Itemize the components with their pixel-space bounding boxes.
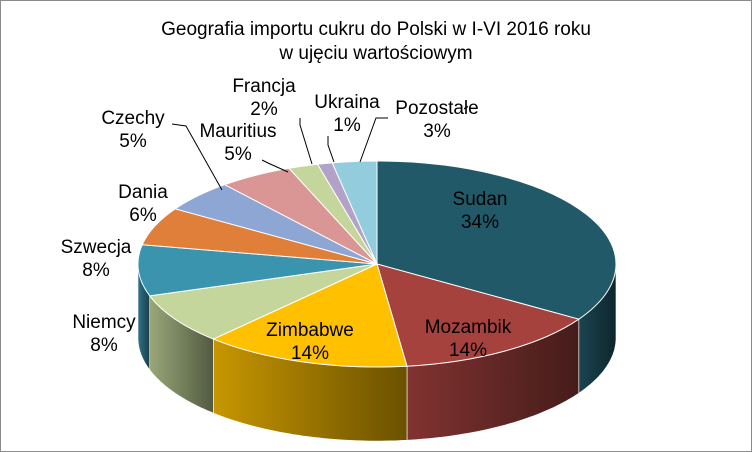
leader-line-czechy (171, 123, 223, 191)
data-label-name: Pozostałe (395, 98, 478, 119)
pie-slice-niemcy (148, 263, 378, 340)
data-label-percent: 8% (90, 335, 118, 356)
pie-slice-szwecja (137, 244, 378, 297)
data-label-percent: 2% (250, 99, 278, 120)
chart-title-line-2: w ujęciu wartościowym (279, 43, 473, 64)
data-label-percent: 3% (423, 121, 451, 142)
pie-slice-zimbabwe (212, 263, 408, 368)
data-label-niemcy: Niemcy 8% (72, 312, 136, 356)
data-label-percent: 14% (291, 343, 329, 364)
data-label-percent: 34% (461, 212, 499, 233)
data-label-percent: 5% (224, 144, 252, 165)
data-label-pozostałe: Pozostałe 3% (395, 98, 478, 142)
data-label-percent: 1% (333, 115, 361, 136)
data-label-name: Mauritius (199, 121, 276, 142)
data-label-percent: 6% (129, 205, 157, 226)
data-label-zimbabwe: Zimbabwe 14% (266, 320, 354, 364)
data-label-name: Zimbabwe (266, 320, 354, 341)
data-label-name: Czechy (101, 108, 165, 129)
chart-title-line-1: Geografia importu cukru do Polski w I-VI… (161, 19, 591, 40)
data-label-sudan: Sudan 34% (453, 189, 508, 233)
data-label-mauritius: Mauritius 5% (199, 121, 276, 165)
leader-lines (171, 117, 388, 191)
data-label-ukraina: Ukraina 1% (314, 92, 380, 136)
data-label-name: Niemcy (72, 312, 136, 333)
data-label-francja: Francja 2% (232, 76, 296, 120)
pie-slice-pozostałe (331, 160, 378, 265)
data-label-szwecja: Szwecja 8% (61, 237, 132, 281)
data-label-name: Dania (118, 182, 168, 203)
chart-title: Geografia importu cukru do Polski w I-VI… (0, 18, 752, 66)
data-labels: Sudan 34%Mozambik 14%Zimbabwe 14%Niemcy 8%Sz… (61, 76, 512, 364)
data-label-name: Mozambik (425, 317, 512, 338)
data-label-mozambik: Mozambik 14% (425, 317, 512, 361)
pie-slice-sudan (376, 160, 617, 320)
data-label-dania: Dania 6% (118, 182, 168, 226)
data-label-name: Sudan (453, 189, 508, 210)
data-label-percent: 8% (82, 260, 110, 281)
data-label-percent: 14% (449, 340, 487, 361)
pie-slice-mozambik (376, 263, 580, 367)
pie-side-walls (137, 264, 617, 442)
leader-line-ukraina (327, 136, 335, 163)
data-label-name: Francja (232, 76, 296, 97)
pie-slices (137, 160, 617, 368)
data-label-czechy: Czechy 5% (101, 108, 165, 152)
leader-line-francja (299, 118, 313, 165)
data-label-name: Szwecja (61, 237, 132, 258)
data-label-percent: 5% (119, 131, 147, 152)
leader-line-mauritius (261, 159, 289, 173)
leader-line-pozostałe (359, 117, 388, 163)
data-label-name: Ukraina (314, 92, 380, 113)
